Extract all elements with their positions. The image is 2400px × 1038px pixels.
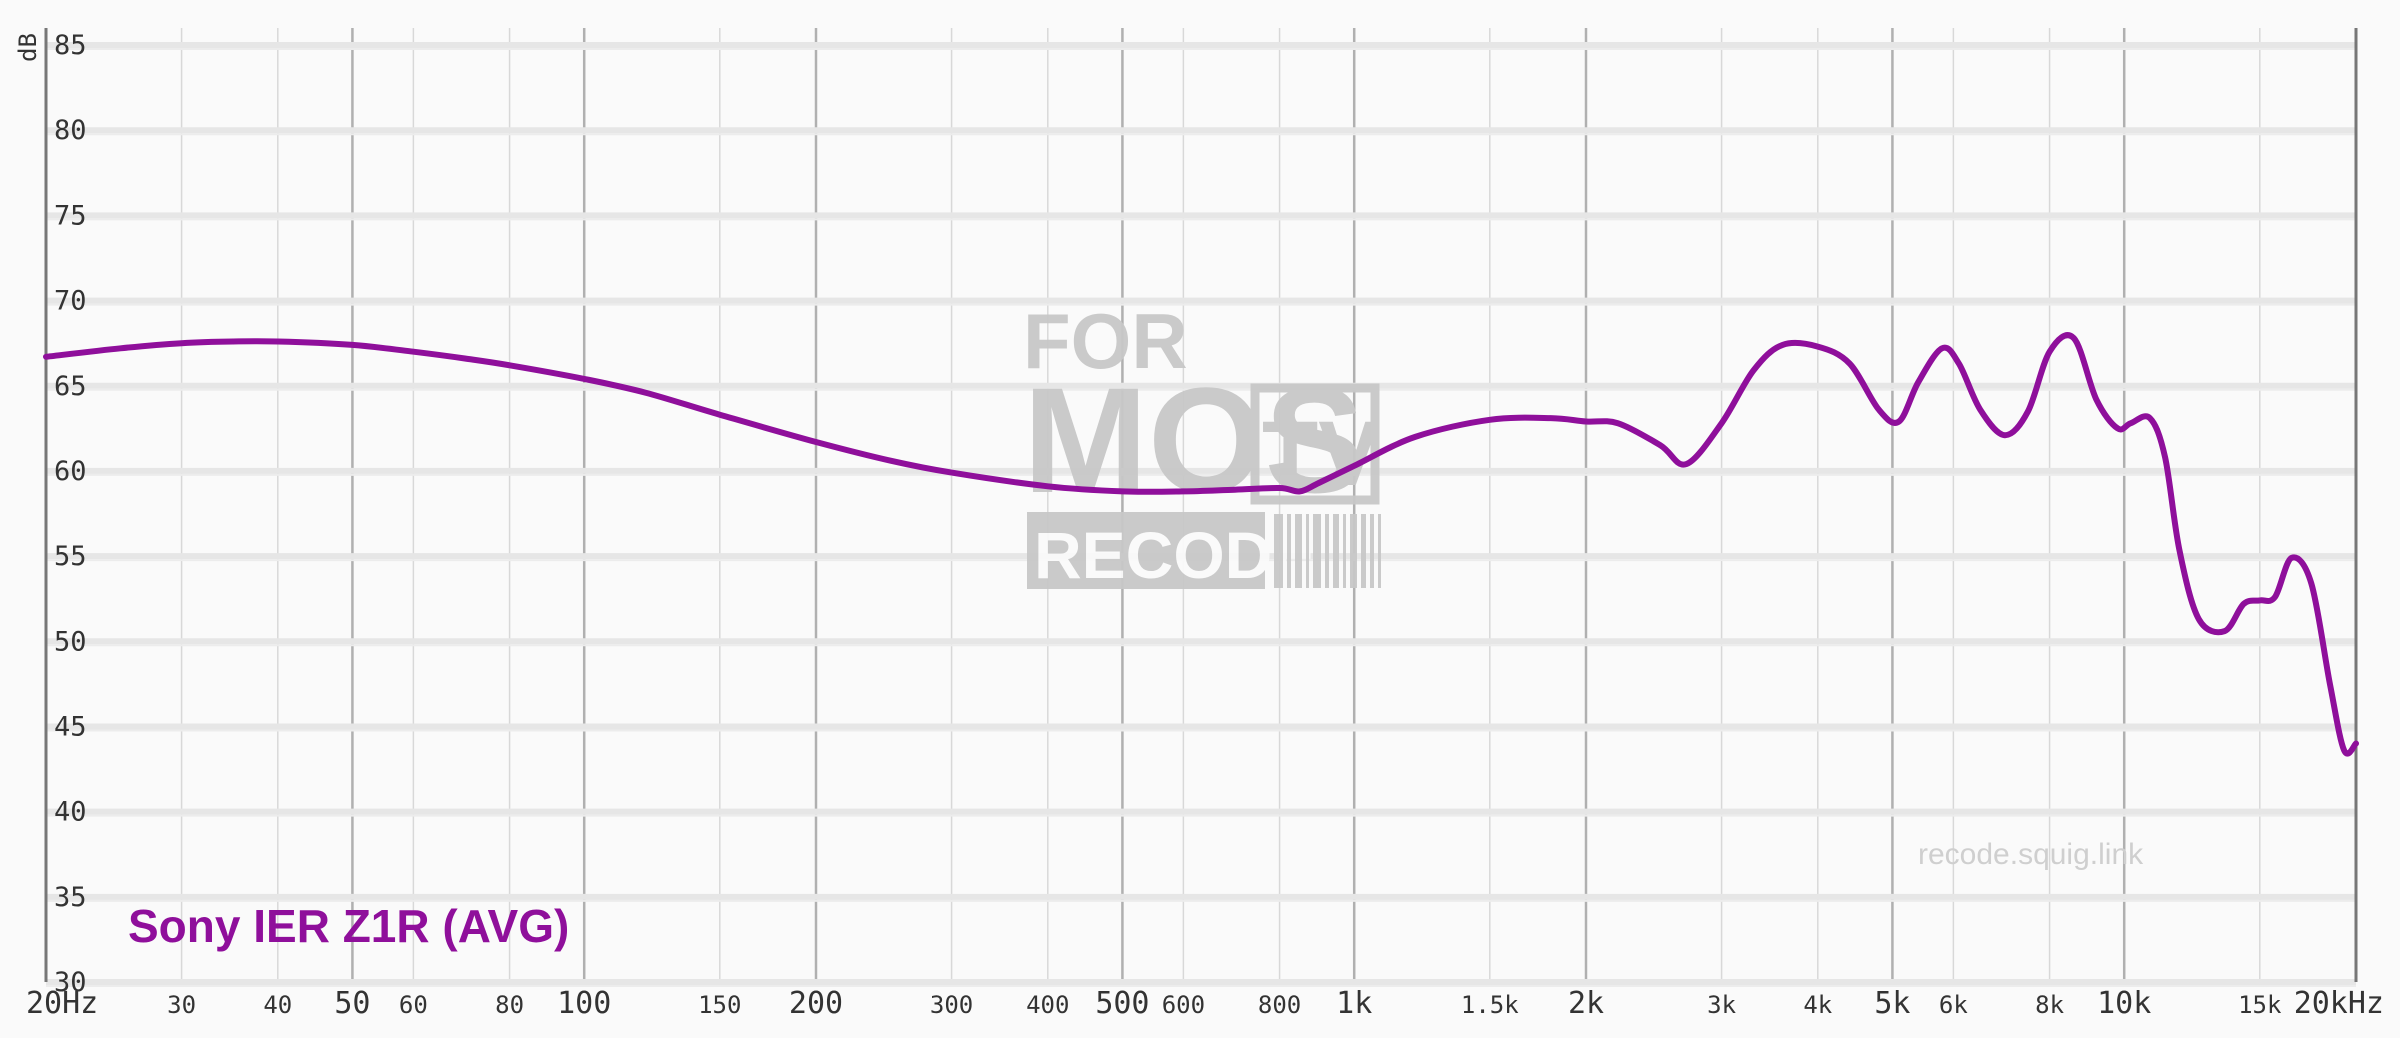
x-tick-label: 300 <box>930 991 973 1019</box>
watermark-for-text: FOR <box>1023 297 1188 385</box>
watermark-url: recode.squig.link <box>1918 838 2144 871</box>
x-tick-label: 2k <box>1568 986 1604 1021</box>
x-tick-label: 6k <box>1939 991 1968 1019</box>
barcode-stripe <box>1343 514 1346 588</box>
barcode-stripe <box>1350 514 1357 588</box>
y-tick-label: 50 <box>54 626 87 657</box>
barcode-stripe <box>1325 514 1329 588</box>
x-tick-label: 600 <box>1162 991 1205 1019</box>
x-tick-label: 10k <box>2097 986 2151 1021</box>
series-lines <box>43 332 2359 757</box>
y-tick-labels: 30 35 40 45 50 55 60 65 70 75 80 85 <box>54 30 87 998</box>
vertical-grid <box>180 28 2261 982</box>
y-tick-label: 40 <box>54 797 87 828</box>
x-tick-label: 5k <box>1874 986 1910 1021</box>
y-tick-label: 55 <box>54 541 87 572</box>
y-tick-label: 75 <box>54 200 87 231</box>
y-axis-label: dB <box>14 33 42 62</box>
watermark-logo: FOR MOS TV RECODE <box>1023 297 1381 592</box>
y-tick-label: 35 <box>54 882 87 913</box>
y-tick-label: 70 <box>54 286 87 317</box>
x-tick-label: 60 <box>399 991 428 1019</box>
x-tick-label: 15k <box>2238 991 2282 1019</box>
y-tick-label: 60 <box>54 456 87 487</box>
barcode-stripe <box>1306 514 1309 588</box>
x-tick-label: 200 <box>789 986 843 1021</box>
x-tick-label: 40 <box>263 991 292 1019</box>
series-line <box>43 332 2359 757</box>
y-tick-label: 80 <box>54 115 87 146</box>
x-tick-label: 8k <box>2035 991 2064 1019</box>
watermark-recode-bar <box>1027 512 1265 589</box>
watermark-recode-text: RECODE <box>1034 518 1316 592</box>
x-tick-label: 1.5k <box>1461 991 1519 1019</box>
x-tick-label: 20Hz <box>26 986 98 1021</box>
y-tick-label: 85 <box>54 30 87 61</box>
x-tick-label: 4k <box>1803 991 1832 1019</box>
barcode-stripe <box>1313 514 1321 588</box>
x-tick-label: 30 <box>167 991 196 1019</box>
x-tick-label: 80 <box>495 991 524 1019</box>
x-tick-label: 20kHz <box>2294 986 2384 1021</box>
barcode-stripe <box>1370 514 1374 588</box>
barcode-stripe <box>1295 514 1302 588</box>
x-tick-label: 1k <box>1336 986 1372 1021</box>
x-tick-labels: 20Hz 30 40 50 60 80 100 150 200 300 400 500 600 800 1k… <box>26 986 2384 1021</box>
barcode-stripe <box>1333 514 1339 588</box>
barcode-stripe <box>1361 514 1366 588</box>
x-tick-label: 400 <box>1026 991 1069 1019</box>
x-tick-label: 150 <box>698 991 741 1019</box>
y-tick-label: 45 <box>54 711 87 742</box>
barcode-stripe <box>1287 514 1291 588</box>
barcode-stripe <box>1274 514 1283 588</box>
y-tick-label: 30 <box>54 967 87 998</box>
x-tick-label: 3k <box>1707 991 1736 1019</box>
x-tick-label: 50 <box>334 986 370 1021</box>
x-tick-label: 800 <box>1258 991 1301 1019</box>
watermark-barcode <box>1274 514 1381 588</box>
x-tick-label: 100 <box>557 986 611 1021</box>
legend-series-label: Sony IER Z1R (AVG) <box>128 900 569 952</box>
y-tick-label: 65 <box>54 371 87 402</box>
x-tick-label: 500 <box>1095 986 1149 1021</box>
watermark-tv-box <box>1250 383 1380 505</box>
barcode-stripe <box>1378 514 1381 588</box>
